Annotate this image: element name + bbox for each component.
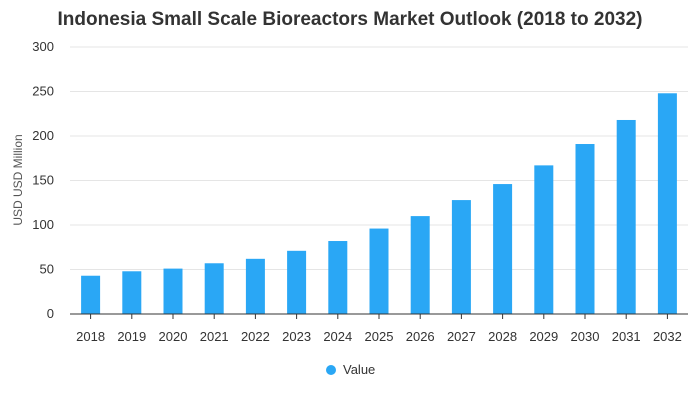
legend-label-value: Value xyxy=(343,362,375,377)
bar-2019 xyxy=(122,271,142,314)
x-tick-label: 2019 xyxy=(117,329,146,344)
legend-swatch-value xyxy=(326,365,336,375)
bar-2029 xyxy=(534,165,554,314)
y-tick-label: 150 xyxy=(32,173,54,188)
y-axis-label: USD USD Million xyxy=(11,134,25,225)
x-tick-label: 2025 xyxy=(365,329,394,344)
x-tick-label: 2032 xyxy=(653,329,682,344)
bar-2022 xyxy=(245,258,265,314)
x-tick-label: 2029 xyxy=(529,329,558,344)
x-tick-label: 2027 xyxy=(447,329,476,344)
x-tick-label: 2031 xyxy=(612,329,641,344)
x-tick-label: 2026 xyxy=(406,329,435,344)
y-axis: 0 50 100 150 200 250 300 xyxy=(32,39,54,321)
bar-2027 xyxy=(451,200,471,314)
x-tick-label: 2018 xyxy=(76,329,105,344)
y-tick-label: 0 xyxy=(47,306,54,321)
x-axis: 2018 2019 2020 2021 2022 2023 2024 2025 2026 2027… xyxy=(70,313,688,344)
chart-title: Indonesia Small Scale Bioreactors Market… xyxy=(58,9,643,30)
y-tick-label: 100 xyxy=(32,217,54,232)
x-tick-label: 2021 xyxy=(200,329,229,344)
bar-2028 xyxy=(493,184,513,314)
bar-2023 xyxy=(287,250,307,314)
x-tick-label: 2030 xyxy=(571,329,600,344)
y-tick-label: 200 xyxy=(32,128,54,143)
bar-2025 xyxy=(369,228,389,314)
bar-layer xyxy=(81,93,677,314)
bar-2031 xyxy=(616,119,636,314)
x-tick-label: 2022 xyxy=(241,329,270,344)
y-tick-label: 300 xyxy=(32,39,54,54)
legend: Value xyxy=(326,362,375,377)
x-tick-label: 2020 xyxy=(159,329,188,344)
bar-2024 xyxy=(328,241,348,314)
bar-2021 xyxy=(204,263,224,314)
bar-2020 xyxy=(163,268,183,314)
x-tick-label: 2023 xyxy=(282,329,311,344)
bar-2030 xyxy=(575,144,595,314)
y-tick-label: 250 xyxy=(32,84,54,99)
x-tick-label: 2024 xyxy=(323,329,352,344)
bar-2032 xyxy=(657,93,677,314)
bar-2018 xyxy=(81,275,101,314)
x-tick-label: 2028 xyxy=(488,329,517,344)
bar-2026 xyxy=(410,216,430,314)
y-tick-label: 50 xyxy=(40,262,54,277)
